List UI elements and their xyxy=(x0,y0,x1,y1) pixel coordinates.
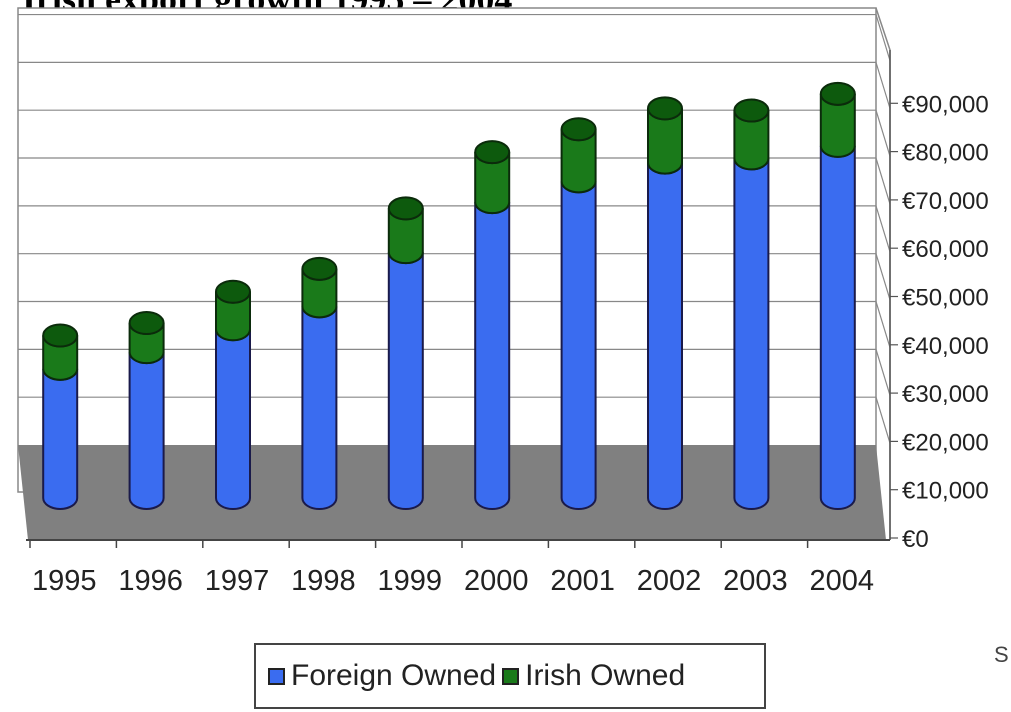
bar-top-cap-1998 xyxy=(301,256,338,281)
bar-top-cap-2000 xyxy=(474,140,511,165)
y-tick-label: €40,000 xyxy=(902,333,989,360)
bar-foreign-1999 xyxy=(387,252,424,510)
side-wall-edge xyxy=(875,7,891,540)
legend-swatch-foreign xyxy=(268,667,285,685)
bar-top-cap-2004 xyxy=(819,81,856,106)
bar-top-cap-2001 xyxy=(560,117,597,142)
x-tick-label-1999: 1999 xyxy=(378,565,443,597)
bar-top-cap-1996 xyxy=(128,311,165,335)
gridline-side xyxy=(875,205,891,253)
bar-foreign-1997 xyxy=(215,329,251,510)
bar-top-cap-2002 xyxy=(647,96,683,121)
bar-top-cap-2003 xyxy=(733,98,770,123)
bar-foreign-1996 xyxy=(128,352,165,510)
gridline-side xyxy=(875,110,891,157)
cropped-source-text: S xyxy=(994,642,1009,667)
x-tick-label-2000: 2000 xyxy=(464,565,529,597)
y-tick-label: €80,000 xyxy=(902,140,989,167)
bar-foreign-2004 xyxy=(819,145,856,510)
x-tick-label-1995: 1995 xyxy=(32,565,97,597)
y-tick-label: €50,000 xyxy=(902,285,989,312)
bar-top-cap-1997 xyxy=(215,279,251,304)
chart-area: €0 €10,000 €20,000 €30,000 €40,000 €50,000 €60… xyxy=(17,7,989,597)
bar-foreign-1998 xyxy=(301,306,338,510)
x-tick-label-2004: 2004 xyxy=(810,565,875,597)
bar-foreign-2002 xyxy=(647,162,683,510)
gridline-side xyxy=(875,14,891,61)
y-tick-label: €30,000 xyxy=(902,381,989,408)
legend-label-foreign: Foreign Owned xyxy=(291,659,497,692)
x-tick-label-2001: 2001 xyxy=(550,565,615,597)
x-tick-label-2002: 2002 xyxy=(637,565,702,597)
gridline-side xyxy=(875,157,891,205)
y-tick-label: €10,000 xyxy=(902,478,989,505)
gridline-side xyxy=(875,349,891,396)
gridline-side xyxy=(875,396,891,444)
y-tick-label: €60,000 xyxy=(902,236,989,263)
gridline-side xyxy=(875,62,891,109)
bar-top-cap-1995 xyxy=(42,323,79,348)
legend-label-irish: Irish Owned xyxy=(525,659,686,692)
bar-foreign-2003 xyxy=(733,158,770,510)
x-tick-label-2003: 2003 xyxy=(723,565,788,597)
y-tick-label: €90,000 xyxy=(902,91,989,118)
bar-top-cap-1999 xyxy=(387,196,424,221)
bar-foreign-2000 xyxy=(474,202,511,510)
y-tick-label: €70,000 xyxy=(902,188,989,215)
legend-item-foreign: Foreign Owned xyxy=(268,659,496,693)
legend: Foreign Owned Irish Owned xyxy=(254,643,766,709)
legend-swatch-irish xyxy=(502,667,520,685)
x-tick-label-1998: 1998 xyxy=(291,565,356,597)
y-tick-label: €20,000 xyxy=(902,429,989,456)
bar-foreign-1995 xyxy=(42,368,79,510)
gridline-side xyxy=(875,301,891,348)
y-tick-label: €0 xyxy=(902,526,929,553)
legend-item-irish: Irish Owned xyxy=(502,659,685,693)
gridline-side xyxy=(875,253,891,300)
bar-foreign-2001 xyxy=(560,181,597,510)
x-tick-label-1997: 1997 xyxy=(205,565,270,597)
x-tick-label-1996: 1996 xyxy=(118,565,183,597)
